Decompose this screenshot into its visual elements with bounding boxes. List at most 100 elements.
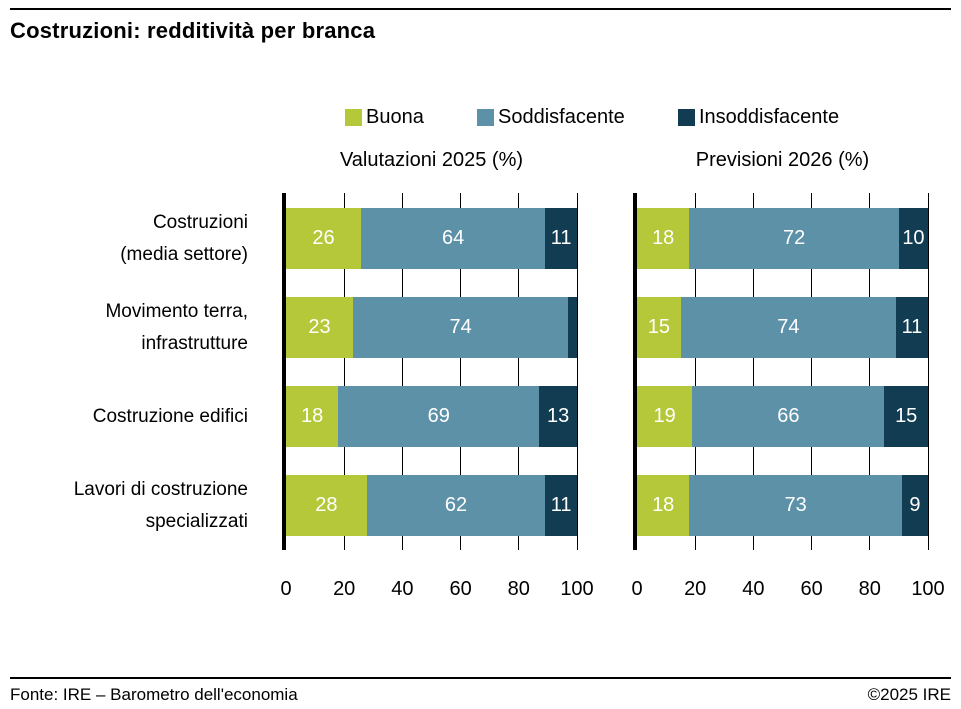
- top-rule: [10, 8, 951, 10]
- bar-segment-buona: 18: [637, 475, 690, 536]
- panel-subtitle-previsioni: Previsioni 2026 (%): [695, 149, 870, 171]
- x-tick-label-40: 40: [742, 578, 765, 600]
- legend-label: Soddisfacente: [498, 106, 625, 128]
- bar-row: 15 74 11: [637, 297, 929, 358]
- bar-segment-insoddisfacente: 11: [896, 297, 929, 358]
- bar-segment-buona: 15: [637, 297, 681, 358]
- gridlines: [286, 193, 578, 550]
- bar-value-label: 18: [652, 494, 675, 516]
- bar-value-label: 64: [441, 227, 465, 249]
- category-label: Movimento terra, infrastrutture: [0, 297, 248, 358]
- bar-segment-insoddisfacente: 13: [539, 386, 577, 447]
- bar-value-label: 15: [647, 316, 670, 338]
- x-tick-label-20: 20: [684, 578, 707, 600]
- bar-segment-soddisfacente: 69: [338, 386, 540, 447]
- legend-swatch-insoddisfacente: [678, 109, 695, 126]
- chart-panel: 26 64 11 23 74 18 69 13 28 62 11: [282, 193, 578, 550]
- legend-label: Insoddisfacente: [699, 106, 840, 128]
- bar-rows: 26 64 11 23 74 18 69 13 28 62 11: [286, 208, 578, 536]
- bar-segment-soddisfacente: 66: [692, 386, 885, 447]
- x-tick-label-100: 100: [560, 578, 594, 600]
- x-tick-label-0: 0: [631, 578, 643, 600]
- gridline-40: [752, 193, 754, 550]
- bar-value-label: 72: [783, 227, 806, 249]
- bar-segment-soddisfacente: 74: [680, 297, 896, 358]
- category-label-line: Costruzioni: [152, 211, 248, 233]
- category-label-line: infrastrutture: [141, 332, 248, 354]
- bar-segment-insoddisfacente: 15: [884, 386, 929, 447]
- category-label-line: Movimento terra,: [105, 300, 248, 322]
- bar-segment-soddisfacente: 62: [366, 475, 546, 536]
- bar-segment-soddisfacente: 64: [360, 208, 546, 269]
- bar-segment-insoddisfacente: 10: [898, 208, 928, 269]
- bar-segment-buona: 18: [637, 208, 690, 269]
- x-axis-ticks: 0 20 40 60 80 100: [631, 578, 944, 602]
- bar-value-label: 10: [902, 227, 925, 249]
- bar-value-label: 9: [909, 494, 921, 516]
- bar-row: 23 74: [286, 297, 578, 358]
- bar-value-label: 18: [301, 405, 324, 427]
- chart-panel: 18 72 10 15 74 11 19 66 15 18 73 9: [633, 193, 929, 550]
- legend-item-buona: Buona: [345, 106, 424, 129]
- bar-row: 18 73 9: [637, 475, 928, 536]
- panel-subtitle-valutazioni: Valutazioni 2025 (%): [339, 149, 524, 171]
- gridline-20: [694, 193, 696, 550]
- gridline-20: [343, 193, 345, 550]
- bar-row: 28 62 11: [286, 475, 577, 536]
- bar-value-label: 28: [315, 494, 338, 516]
- legend-item-soddisfacente: Soddisfacente: [477, 106, 625, 129]
- gridline-100: [927, 193, 929, 550]
- category-label-line: specializzati: [145, 510, 248, 532]
- x-tick-label-60: 60: [449, 578, 472, 600]
- gridline-40: [401, 193, 403, 550]
- bar-value-label: 19: [653, 405, 676, 427]
- source-note: Fonte: IRE – Barometro dell'economia: [10, 685, 298, 704]
- category-label: Lavori di costruzione specializzati: [0, 475, 248, 536]
- bar-row: 26 64 11: [286, 208, 577, 269]
- gridline-80: [869, 193, 871, 550]
- x-tick-label-20: 20: [333, 578, 356, 600]
- page-title: Costruzioni: redditività per branca: [10, 18, 376, 43]
- legend-item-insoddisfacente: Insoddisfacente: [678, 106, 839, 129]
- x-axis-ticks: 0 20 40 60 80 100: [280, 578, 593, 602]
- bar-value-label: 73: [784, 494, 807, 516]
- x-tick-label-80: 80: [507, 578, 530, 600]
- category-label: Costruzione edifici: [0, 386, 248, 447]
- bar-row: 18 69 13: [286, 386, 577, 447]
- x-tick-label-0: 0: [280, 578, 292, 600]
- x-tick-label-100: 100: [911, 578, 945, 600]
- bar-segment-buona: 23: [286, 297, 353, 358]
- bar-segment-buona: 19: [637, 386, 693, 447]
- footer-rule: [10, 677, 951, 679]
- bar-segment-insoddisfacente: 11: [545, 208, 577, 269]
- category-label: Costruzioni (media settore): [0, 208, 248, 269]
- bar-value-label: 15: [895, 405, 918, 427]
- category-label-line: Costruzione edifici: [92, 405, 248, 427]
- x-tick-label-60: 60: [800, 578, 823, 600]
- gridline-60: [811, 193, 813, 550]
- copyright-note: ©2025 IRE: [867, 685, 951, 704]
- legend: Buona Soddisfacente Insoddisfacente: [0, 106, 961, 130]
- bar-row: 18 72 10: [637, 208, 928, 269]
- bar-value-label: 26: [312, 227, 335, 249]
- bar-segment-insoddisfacente: 11: [545, 475, 577, 536]
- bar-value-label: 11: [550, 494, 572, 516]
- legend-label: Buona: [366, 106, 424, 128]
- bar-value-label: 11: [550, 227, 572, 249]
- bar-segment-buona: 28: [286, 475, 367, 536]
- bar-segment-insoddisfacente: 9: [901, 475, 928, 536]
- bar-value-label: 18: [652, 227, 675, 249]
- bar-value-label: 11: [901, 316, 923, 338]
- category-label-line: (media settore): [120, 243, 248, 265]
- category-labels: Costruzioni (media settore) Movimento terr…: [0, 193, 248, 536]
- legend-swatch-soddisfacente: [477, 109, 494, 126]
- y-axis-line: [633, 193, 637, 550]
- legend-swatch-buona: [345, 109, 362, 126]
- bar-segment-insoddisfacente: [568, 297, 578, 358]
- bar-value-label: 13: [546, 405, 570, 427]
- bar-value-label: 74: [777, 316, 800, 338]
- bar-segment-soddisfacente: 72: [689, 208, 899, 269]
- bar-segment-buona: 18: [286, 386, 339, 447]
- bar-value-label: 69: [427, 405, 450, 427]
